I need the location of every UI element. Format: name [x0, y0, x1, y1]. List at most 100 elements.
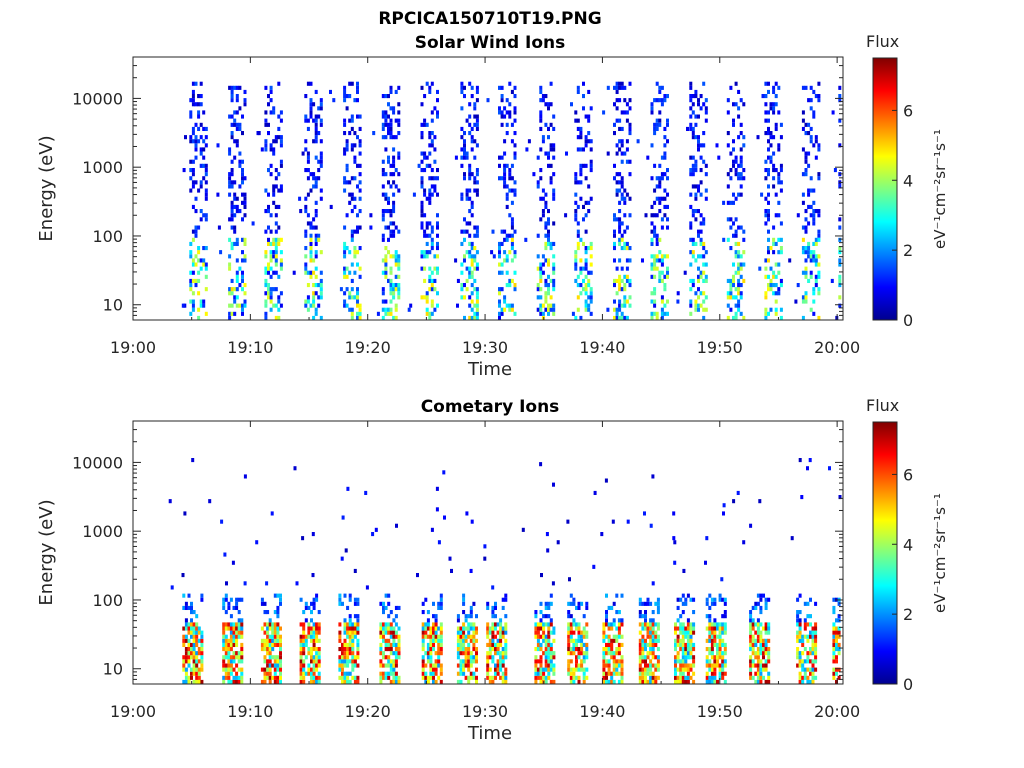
heatmap-cell	[767, 258, 770, 263]
heatmap-cell	[713, 630, 717, 635]
heatmap-cell	[705, 671, 709, 676]
heatmap-cell	[499, 626, 503, 631]
heatmap-cell	[544, 659, 548, 664]
heatmap-cell	[498, 254, 501, 259]
heatmap-cell	[660, 295, 664, 300]
heatmap-cell	[194, 262, 198, 267]
heatmap-cell	[317, 114, 321, 119]
heatmap-cell	[623, 295, 627, 300]
heatmap-cell	[192, 634, 196, 639]
heatmap-cell	[387, 647, 391, 652]
heatmap-cell	[389, 135, 393, 140]
heatmap-cell	[503, 258, 507, 263]
heatmap-cell	[343, 659, 347, 664]
heatmap-cell	[310, 626, 313, 631]
heatmap-cell	[801, 675, 805, 680]
heatmap-cell	[379, 679, 383, 685]
heatmap-cell	[721, 614, 725, 619]
heatmap-cell	[464, 655, 468, 660]
heatmap-cell	[397, 262, 401, 267]
heatmap-cell	[199, 303, 203, 308]
heatmap-cell	[473, 225, 477, 230]
heatmap-cell	[434, 626, 438, 631]
heatmap-cell	[463, 315, 466, 321]
heatmap-cell	[343, 85, 347, 90]
heatmap-cell	[430, 176, 434, 181]
heatmap-cell	[510, 303, 514, 308]
heatmap-cell	[702, 262, 706, 267]
heatmap-cell	[612, 622, 616, 627]
heatmap-cell	[397, 110, 401, 115]
heatmap-cell	[279, 679, 282, 685]
heatmap-cell	[222, 675, 226, 680]
heatmap-cell	[389, 229, 393, 234]
heatmap-cell	[263, 671, 267, 676]
heatmap-cell	[702, 307, 706, 312]
heatmap-cell	[475, 626, 478, 631]
heatmap-cell	[721, 622, 725, 627]
heatmap-cell	[293, 466, 297, 471]
heatmap-cell	[243, 176, 247, 181]
heatmap-cell	[182, 679, 186, 685]
heatmap-cell	[552, 638, 556, 643]
heatmap-cell	[721, 663, 725, 668]
heatmap-cell	[666, 176, 669, 181]
heatmap-cell	[387, 200, 390, 205]
heatmap-cell	[468, 163, 472, 168]
heatmap-cell	[230, 172, 234, 177]
heatmap-cell	[470, 139, 474, 144]
heatmap-cell	[613, 85, 616, 90]
heatmap-cell	[584, 213, 588, 218]
heatmap-cell	[808, 458, 812, 463]
heatmap-cell	[547, 663, 551, 668]
heatmap-cell	[811, 626, 815, 631]
heatmap-cell	[809, 135, 813, 140]
heatmap-cell	[582, 642, 586, 648]
heatmap-cell	[463, 155, 466, 160]
heatmap-cell	[699, 106, 703, 111]
heatmap-cell	[279, 663, 282, 668]
heatmap-cell	[486, 642, 490, 648]
heatmap-cell	[425, 254, 429, 259]
heatmap-cell	[655, 81, 659, 86]
heatmap-cell	[817, 274, 821, 279]
heatmap-cell	[310, 655, 313, 660]
heatmap-cell	[732, 233, 735, 238]
heatmap-cell	[769, 155, 773, 160]
heatmap-cell	[268, 679, 272, 685]
heatmap-cell	[650, 266, 654, 271]
heatmap-cell	[499, 638, 503, 643]
heatmap-cell	[587, 114, 591, 119]
heatmap-cell	[722, 511, 725, 516]
heatmap-cell	[804, 274, 808, 279]
heatmap-cell	[656, 675, 660, 680]
heatmap-cell	[807, 192, 811, 197]
heatmap-cell	[346, 622, 350, 627]
heatmap-cell	[397, 675, 401, 680]
heatmap-cell	[307, 671, 311, 676]
heatmap-cell	[817, 176, 821, 181]
heatmap-cell	[737, 291, 741, 296]
heatmap-cell	[612, 667, 616, 672]
heatmap-cell	[536, 180, 540, 185]
heatmap-cell	[267, 287, 270, 292]
heatmap-cell	[430, 168, 434, 173]
heatmap-cell	[567, 601, 571, 606]
heatmap-cell	[513, 180, 517, 185]
heatmap-cell	[702, 131, 706, 136]
heatmap-cell	[544, 634, 548, 639]
heatmap-cell	[192, 638, 196, 643]
heatmap-cell	[732, 262, 735, 267]
heatmap-cell	[227, 647, 231, 652]
heatmap-cell	[255, 540, 259, 545]
heatmap-cell	[500, 114, 504, 119]
heatmap-cell	[767, 246, 770, 251]
heatmap-cell	[650, 102, 654, 107]
heatmap-cell	[462, 610, 466, 615]
heatmap-cell	[184, 651, 188, 656]
heatmap-cell	[464, 614, 468, 619]
heatmap-cell	[811, 630, 815, 635]
x-tick-label: 19:30	[462, 338, 508, 357]
heatmap-cell	[767, 597, 771, 602]
heatmap-cell	[649, 667, 653, 672]
